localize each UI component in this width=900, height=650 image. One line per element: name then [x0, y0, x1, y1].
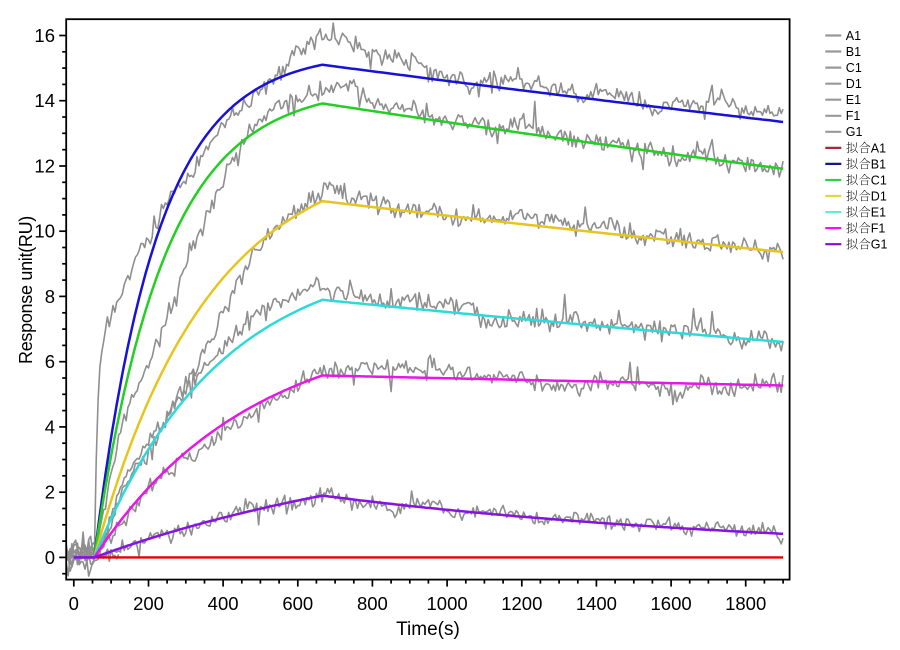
svg-text:A1: A1 — [871, 141, 886, 155]
svg-text:G1: G1 — [846, 125, 863, 139]
svg-text:C1: C1 — [871, 173, 887, 187]
svg-text:2: 2 — [45, 482, 55, 503]
svg-text:C1: C1 — [846, 61, 862, 75]
svg-text:400: 400 — [208, 593, 239, 614]
svg-text:1000: 1000 — [427, 593, 468, 614]
svg-text:800: 800 — [357, 593, 388, 614]
svg-text:1200: 1200 — [501, 593, 542, 614]
svg-text:B1: B1 — [846, 45, 861, 59]
svg-text:1800: 1800 — [725, 593, 766, 614]
svg-text:Response unit(RU): Response unit(RU) — [16, 216, 36, 364]
svg-text:D1: D1 — [871, 189, 887, 203]
svg-text:0: 0 — [45, 547, 55, 568]
svg-text:10: 10 — [34, 221, 55, 242]
svg-text:1600: 1600 — [651, 593, 692, 614]
svg-text:D1: D1 — [846, 77, 862, 91]
svg-text:1400: 1400 — [576, 593, 617, 614]
svg-text:0: 0 — [69, 593, 79, 614]
svg-text:600: 600 — [282, 593, 313, 614]
svg-text:Time(s): Time(s) — [396, 619, 460, 640]
svg-text:200: 200 — [133, 593, 164, 614]
svg-text:8: 8 — [45, 286, 55, 307]
svg-text:G1: G1 — [871, 238, 888, 252]
svg-text:12: 12 — [34, 156, 55, 177]
svg-text:4: 4 — [45, 416, 55, 437]
svg-text:F1: F1 — [871, 222, 886, 236]
svg-text:16: 16 — [34, 25, 55, 46]
svg-text:B1: B1 — [871, 157, 886, 171]
svg-text:6: 6 — [45, 351, 55, 372]
svg-text:E1: E1 — [871, 206, 886, 220]
svg-text:A1: A1 — [846, 29, 861, 43]
svg-text:E1: E1 — [846, 93, 861, 107]
svg-text:F1: F1 — [846, 109, 861, 123]
svg-text:14: 14 — [34, 90, 55, 111]
